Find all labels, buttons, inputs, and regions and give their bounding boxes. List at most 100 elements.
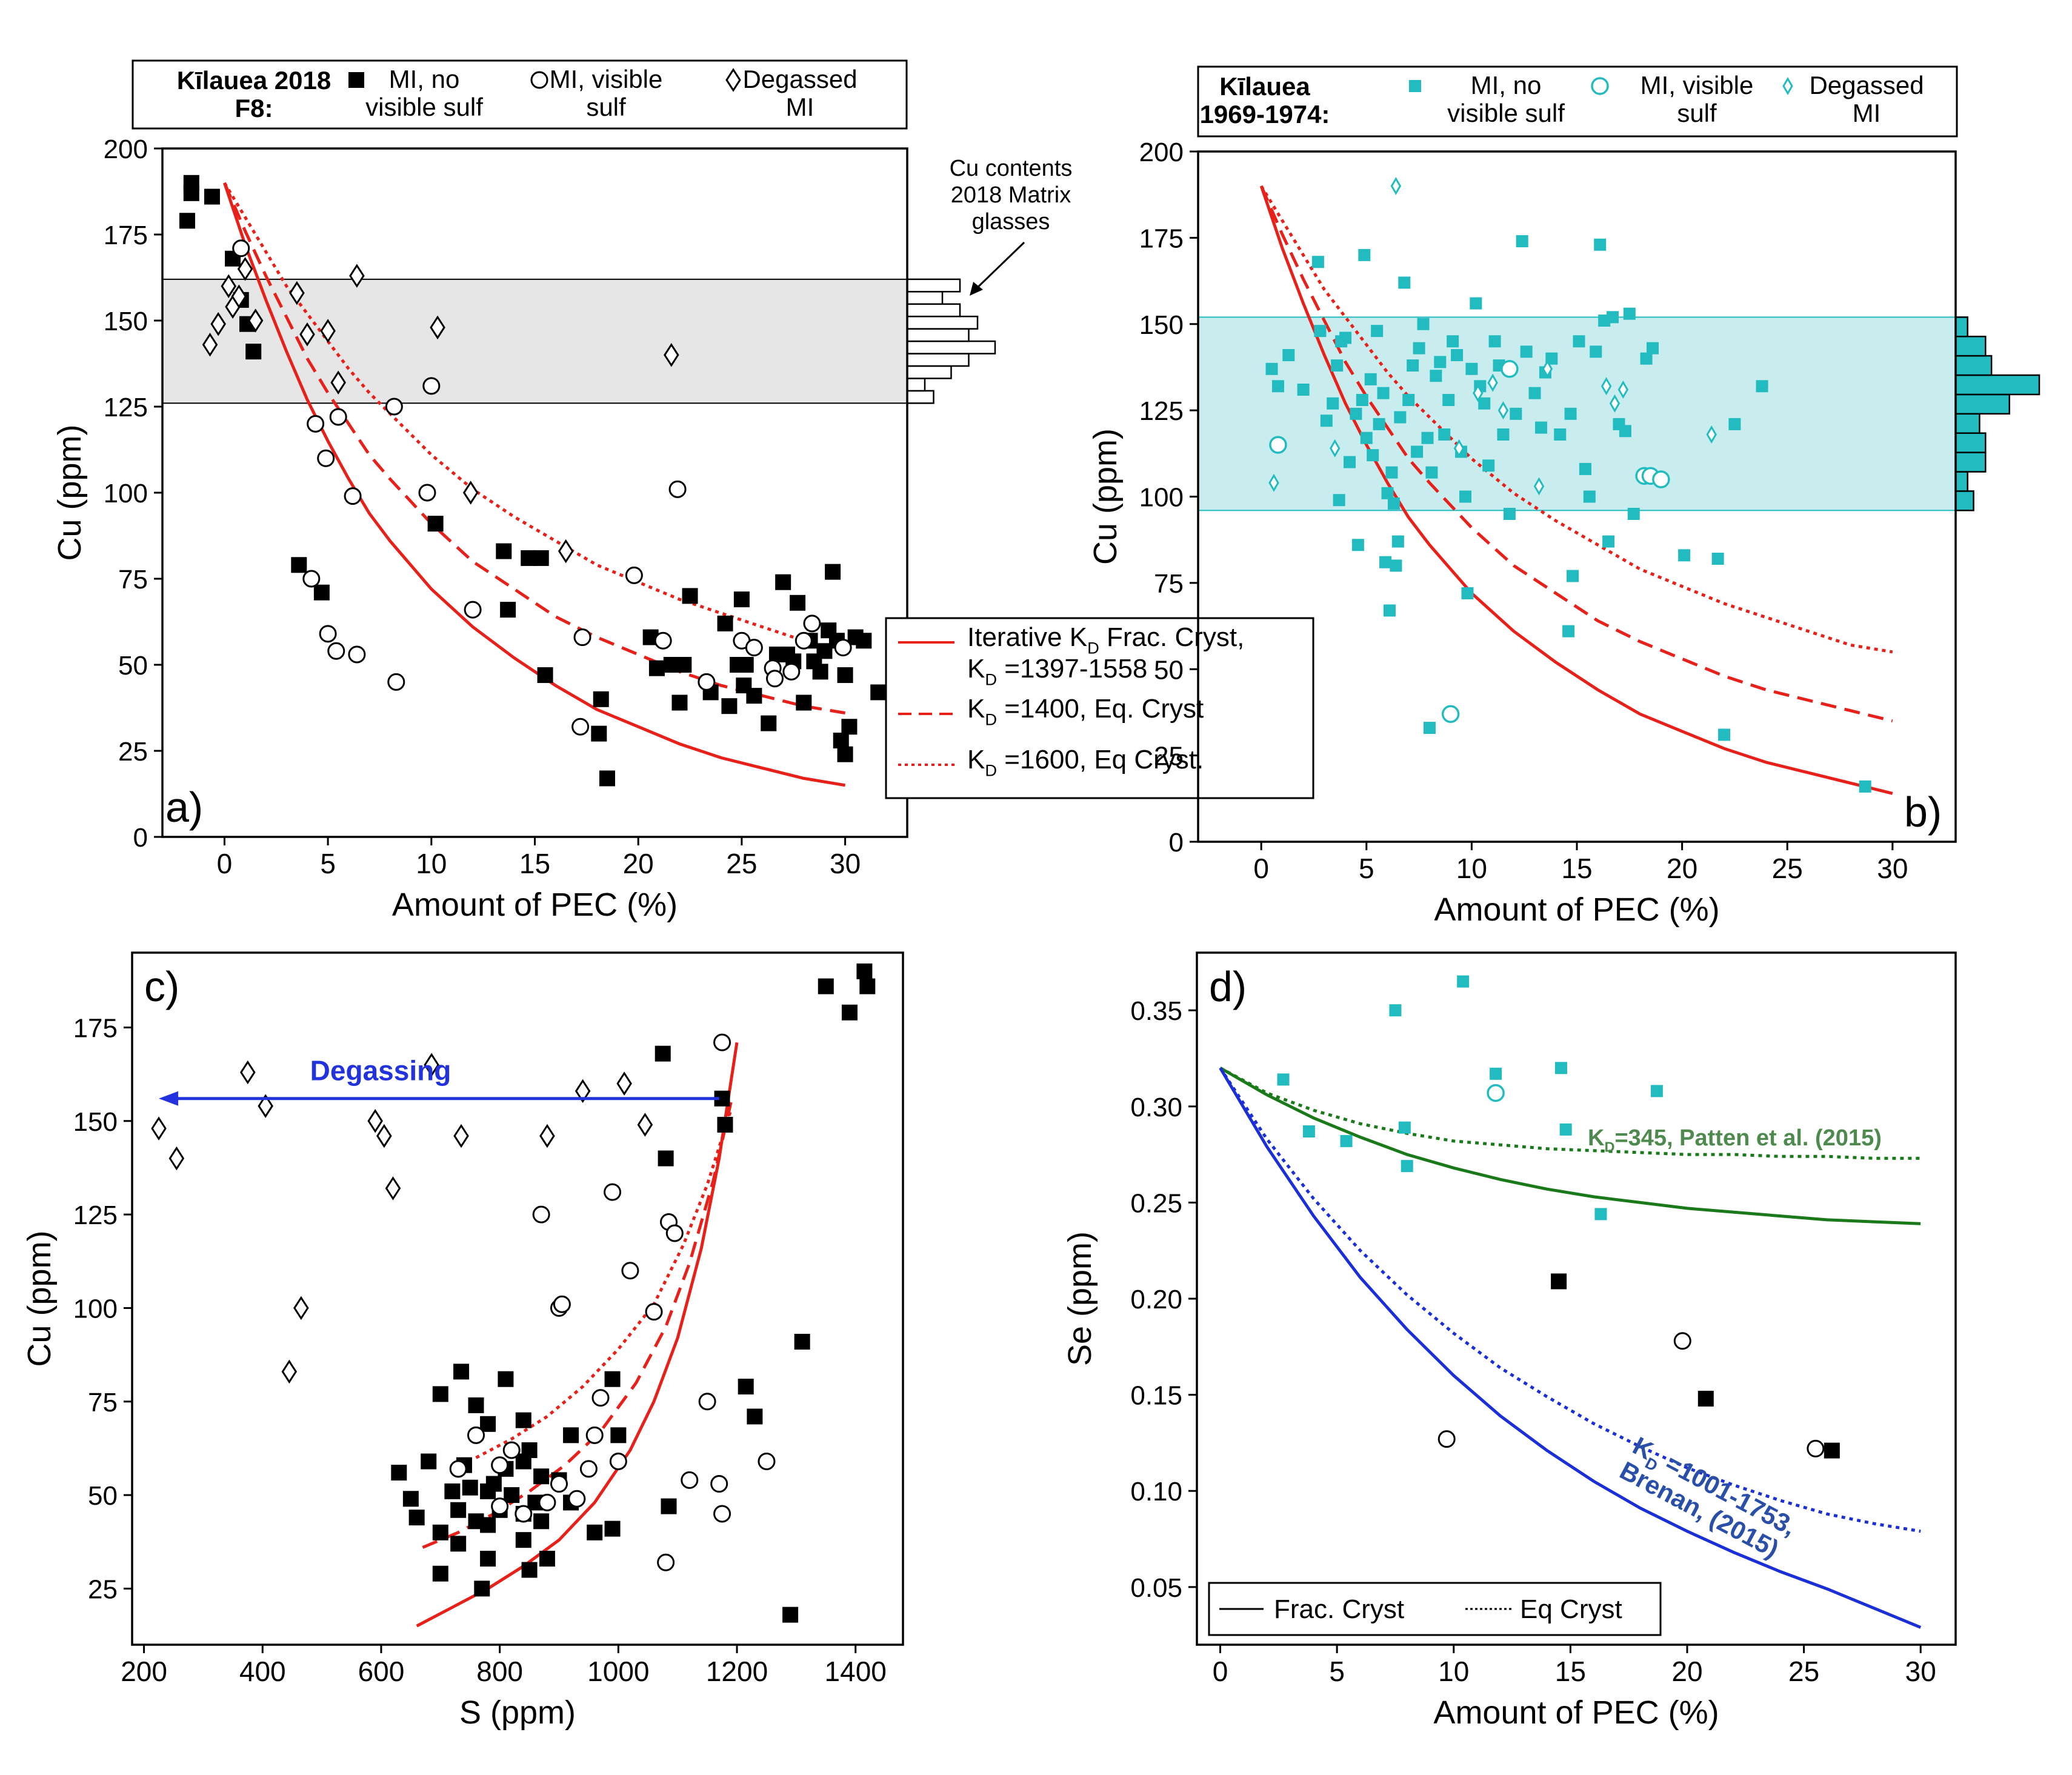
histogram-bar (1954, 490, 1974, 511)
x-tick-label: 15 (519, 848, 550, 879)
x-tick-label: 1400 (825, 1656, 887, 1687)
data-point (610, 1427, 627, 1444)
histogram-annotation: 2018 Matrix (951, 182, 1071, 208)
data-point (258, 1094, 273, 1118)
x-tick-label: 10 (1456, 853, 1487, 884)
histogram-bar (1954, 413, 1980, 434)
y-tick-label: 75 (88, 1388, 118, 1417)
data-point (1390, 176, 1402, 195)
legend-box (885, 617, 1314, 799)
data-point (1617, 380, 1629, 399)
data-point (408, 1510, 425, 1526)
data-point (658, 1150, 674, 1167)
y-tick-label: 0.10 (1130, 1477, 1182, 1507)
data-point (655, 1045, 671, 1062)
data-point (1564, 407, 1577, 420)
data-point (573, 628, 591, 647)
data-point (1331, 359, 1344, 372)
x-tick-label: 600 (358, 1656, 405, 1687)
data-point (221, 274, 237, 298)
data-point (480, 1551, 496, 1567)
model-curve-dotted (475, 1109, 733, 1459)
data-point (1590, 345, 1602, 358)
data-point (1510, 407, 1522, 420)
data-point (841, 1004, 858, 1021)
legend-label: Eq Cryst (1520, 1594, 1622, 1624)
data-point (579, 1460, 598, 1478)
y-tick-label: 0.15 (1130, 1381, 1182, 1411)
y-axis-label: Se (ppm) (1062, 1231, 1098, 1366)
panel-label: d) (1209, 963, 1247, 1010)
data-point (637, 1113, 653, 1137)
data-point (515, 1453, 531, 1470)
data-point (1756, 380, 1768, 393)
data-point (1358, 248, 1371, 261)
subscript-text: D (985, 761, 997, 779)
data-point (521, 1562, 538, 1578)
data-point (1302, 1125, 1315, 1138)
data-point (1650, 1085, 1663, 1097)
data-point (539, 1124, 555, 1148)
data-point (320, 319, 336, 343)
data-point (1373, 418, 1385, 430)
histogram-bar (1954, 316, 1968, 338)
legend-label: Degassed (1809, 71, 1924, 99)
y-tick-label: 100 (1139, 483, 1184, 513)
data-point (1503, 507, 1516, 520)
x-tick-label: 15 (1561, 853, 1592, 884)
y-tick-label: 200 (104, 135, 148, 164)
data-point (491, 1497, 509, 1516)
subscript-text: D (1087, 638, 1099, 657)
data-point (1602, 535, 1615, 548)
data-point (1268, 473, 1279, 492)
data-point (1579, 462, 1591, 475)
histogram-annotation: Cu contents (950, 156, 1073, 181)
data-point (329, 408, 347, 426)
data-point (746, 688, 762, 704)
data-point (1271, 380, 1284, 393)
data-point (738, 1379, 754, 1395)
data-point (721, 698, 738, 714)
x-tick-label: 25 (1788, 1656, 1819, 1687)
legend-marker (1591, 77, 1609, 95)
data-point (1459, 490, 1471, 503)
line-style-legend: Frac. Cryst Eq Cryst (1208, 1582, 1662, 1636)
data-point (432, 1565, 448, 1582)
data-point (1461, 587, 1474, 599)
data-point (385, 1176, 401, 1201)
data-point (1381, 487, 1394, 499)
data-point (648, 660, 665, 676)
data-point (1652, 470, 1670, 488)
x-tick-label: 200 (121, 1656, 167, 1687)
data-point (1533, 477, 1545, 496)
data-point (591, 725, 607, 742)
x-tick-label: 10 (416, 848, 447, 879)
y-tick-label: 125 (1139, 396, 1184, 426)
model-curve-dotted (1219, 1067, 1921, 1533)
data-point (496, 543, 512, 559)
data-point (825, 564, 841, 580)
x-tick-label: 30 (1877, 853, 1908, 884)
data-point (553, 1295, 571, 1313)
x-tick-label: 30 (1905, 1656, 1936, 1687)
y-tick-label: 200 (1139, 138, 1184, 167)
model-curve-dashed (1259, 185, 1893, 723)
data-point (427, 516, 444, 532)
data-point (1389, 1004, 1402, 1017)
y-tick-label: 100 (73, 1294, 118, 1324)
y-tick-label: 0.20 (1130, 1285, 1182, 1314)
data-point (449, 1460, 467, 1478)
data-point (870, 684, 887, 701)
x-tick-label: 20 (1671, 1656, 1702, 1687)
data-point (657, 1553, 675, 1571)
legend-title: F8: (235, 94, 273, 122)
data-point (1487, 1084, 1505, 1102)
data-point (1385, 466, 1398, 479)
data-point (1482, 459, 1495, 472)
y-tick-label: 0 (133, 823, 148, 853)
legend-label: MI, no (1471, 71, 1542, 99)
x-tick-label: 30 (830, 848, 861, 879)
data-point (733, 591, 750, 608)
data-point (1423, 722, 1436, 734)
data-point (1387, 497, 1400, 510)
